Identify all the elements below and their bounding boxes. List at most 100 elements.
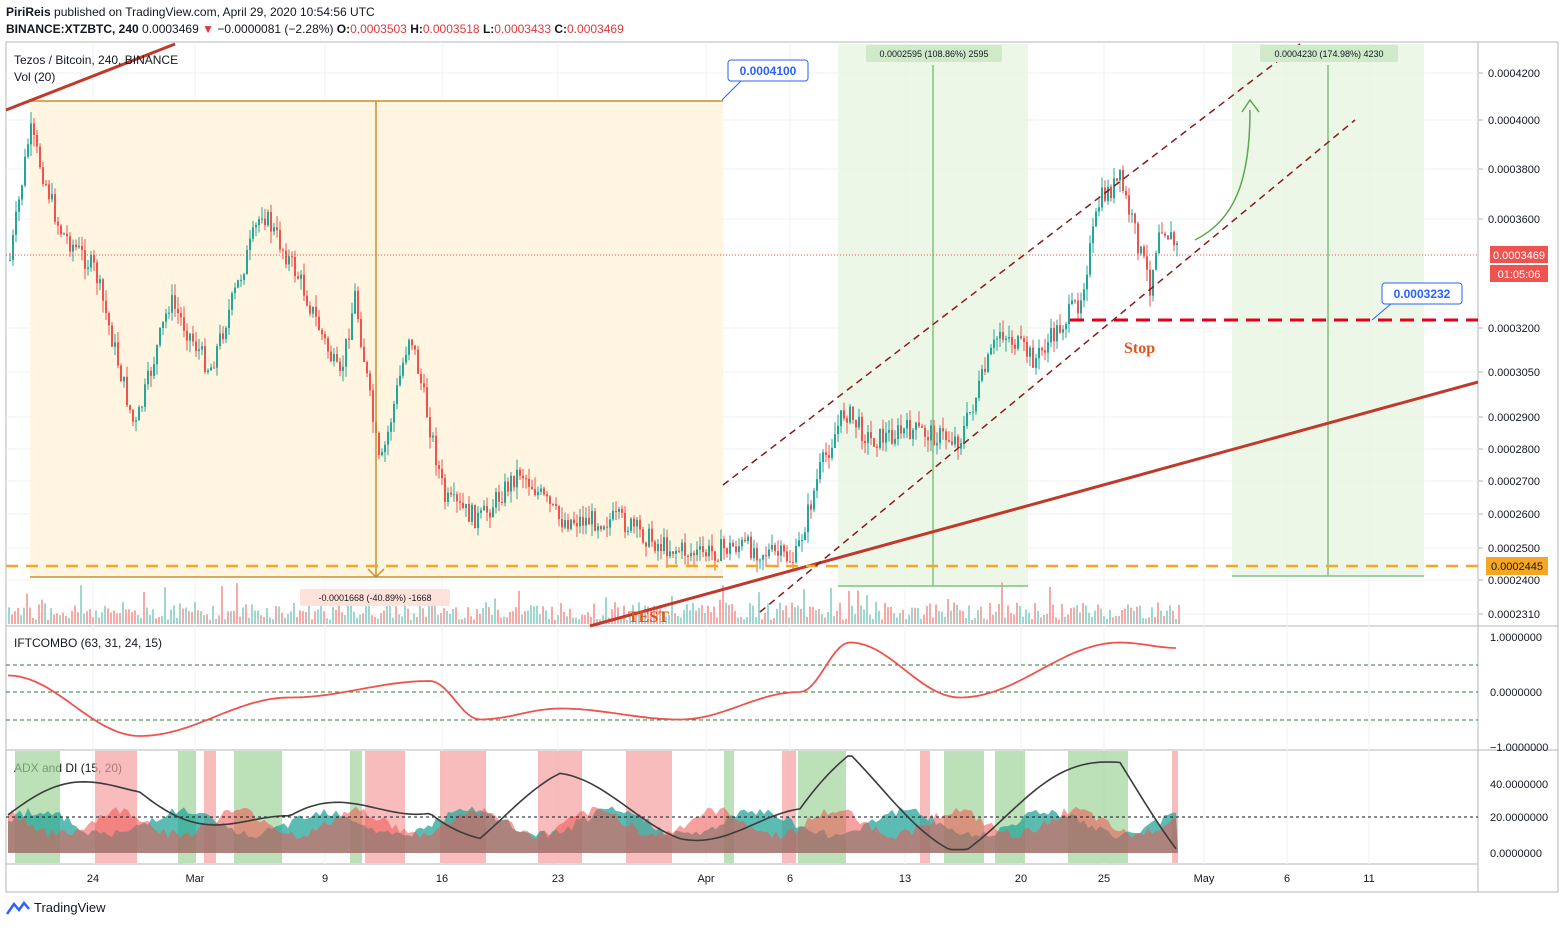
volume-bar — [230, 611, 232, 624]
time-tick-label: 13 — [899, 873, 911, 885]
candle-body — [783, 545, 785, 552]
volume-bar — [998, 604, 1000, 624]
volume-bar — [737, 617, 739, 624]
candle-body — [210, 367, 212, 371]
volume-bar — [215, 618, 217, 624]
volume-bar — [50, 608, 52, 624]
candle-body — [978, 380, 980, 398]
volume-bar — [683, 610, 685, 624]
candle-body — [189, 333, 191, 341]
volume-bar — [422, 608, 424, 624]
candle-body — [99, 279, 101, 284]
volume-bar — [1139, 605, 1141, 624]
volume-bar — [797, 605, 799, 624]
candle-body — [936, 443, 938, 446]
candle-body — [960, 443, 962, 449]
candle-body — [132, 409, 134, 422]
volume-bar — [962, 611, 964, 624]
volume-bar — [584, 614, 586, 624]
volume-bar — [377, 618, 379, 624]
candle-body — [765, 555, 767, 557]
volume-bar — [359, 614, 361, 624]
candle-body — [954, 436, 956, 445]
volume-bar — [383, 610, 385, 624]
volume-bar — [206, 614, 208, 624]
volume-bar — [701, 605, 703, 624]
tradingview-icon — [6, 900, 30, 915]
candle-body — [1131, 213, 1133, 215]
candle-body — [72, 244, 74, 252]
volume-bar — [668, 614, 670, 624]
candle-body — [63, 233, 65, 235]
candle-body — [558, 506, 560, 519]
volume-bar — [116, 613, 118, 624]
volume-bar — [32, 617, 34, 624]
volume-bar — [386, 603, 388, 624]
candle-body — [462, 502, 464, 509]
candle-body — [588, 517, 590, 525]
candle-body — [732, 542, 734, 547]
tradingview-logo[interactable]: TradingView — [6, 900, 106, 915]
candle-body — [924, 427, 926, 437]
measure-down-label: -0.0001668 (-40.89%) -1668 — [318, 593, 431, 603]
volume-bar — [698, 607, 700, 624]
volume-bar — [569, 608, 571, 624]
volume-bar — [158, 617, 160, 624]
volume-bar — [863, 609, 865, 624]
volume-bar — [977, 610, 979, 624]
volume-bar — [1067, 614, 1069, 624]
volume-bar — [1136, 606, 1138, 624]
candle-body — [471, 504, 473, 522]
volume-bar — [395, 606, 397, 624]
candle-body — [1137, 223, 1139, 254]
candle-body — [621, 509, 623, 513]
volume-bar — [725, 602, 727, 624]
volume-bar — [164, 587, 166, 624]
published-text: published on TradingView.com, April 29, … — [54, 5, 375, 19]
time-tick-label: 9 — [322, 873, 328, 885]
candle-body — [675, 550, 677, 554]
candle-body — [258, 219, 260, 226]
candle-body — [915, 422, 917, 430]
volume-bar — [947, 598, 949, 624]
candle-body — [141, 406, 143, 408]
candle-body — [699, 546, 701, 550]
volume-bar — [755, 617, 757, 624]
candle-body — [843, 410, 845, 419]
candle-body — [153, 364, 155, 376]
volume-bar — [203, 615, 205, 624]
candle-body — [627, 530, 629, 532]
volume-bar — [689, 610, 691, 624]
volume-bar — [521, 614, 523, 624]
volume-bar — [287, 613, 289, 624]
volume-bar — [1052, 604, 1054, 624]
candle-body — [786, 551, 788, 562]
volume-bar — [911, 607, 913, 624]
time-tick-label: Mar — [186, 873, 205, 885]
candle-body — [150, 370, 152, 376]
volume-bar — [275, 606, 277, 624]
candle-body — [306, 295, 308, 306]
measure-down-box — [300, 589, 450, 606]
candle-body — [408, 339, 410, 355]
candle-body — [1098, 207, 1100, 212]
candle-body — [138, 407, 140, 421]
candle-body — [288, 256, 290, 265]
time-tick-label: 20 — [1015, 873, 1027, 885]
candle-body — [987, 354, 989, 372]
candle-body — [1146, 256, 1148, 270]
candle-body — [78, 245, 80, 248]
volume-bar — [80, 585, 82, 624]
volume-bar — [326, 618, 328, 624]
volume-bar — [95, 610, 97, 624]
watermark-text: TradingView — [34, 900, 106, 915]
volume-bar — [599, 619, 601, 624]
legend-title: Tezos / Bitcoin, 240, BINANCE — [14, 53, 178, 67]
countdown-text: 01:05:06 — [1498, 269, 1541, 281]
volume-bar — [1148, 617, 1150, 624]
candle-body — [1095, 211, 1097, 227]
volume-bar — [854, 614, 856, 624]
volume-bar — [746, 617, 748, 624]
volume-bar — [119, 612, 121, 624]
